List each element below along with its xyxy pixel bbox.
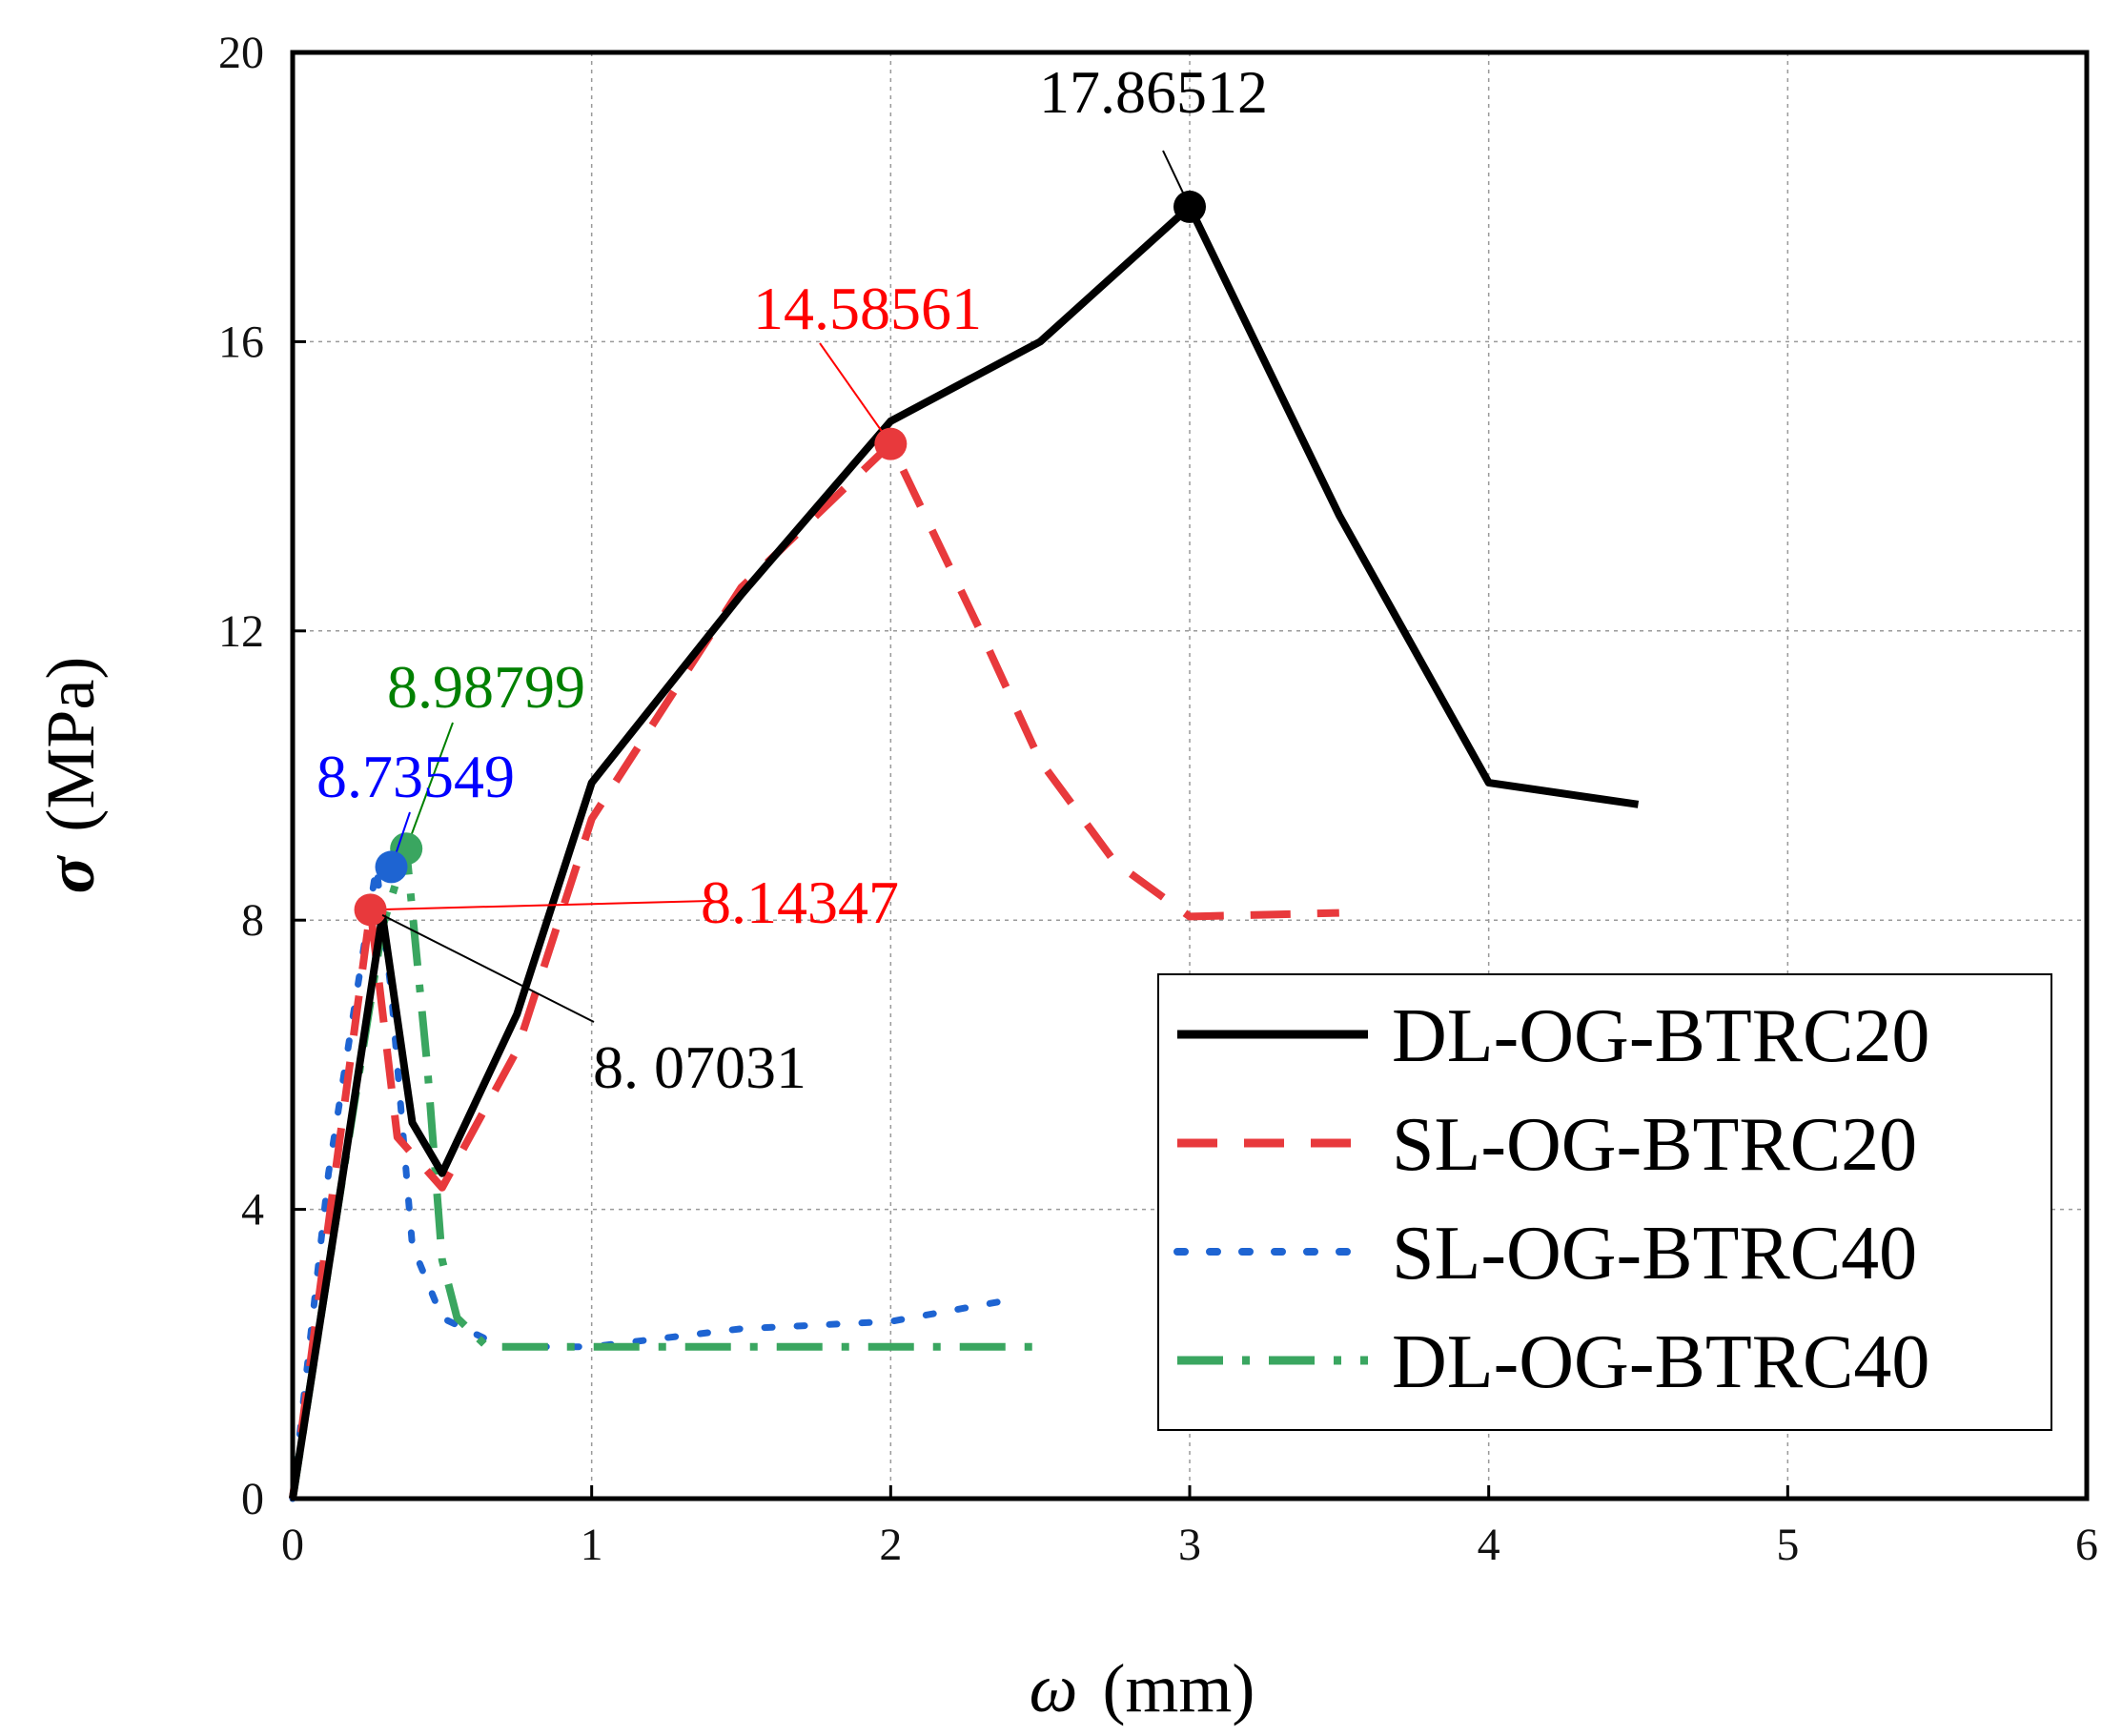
x-tick-label: 0 — [281, 1520, 304, 1570]
y-tick-label: 16 — [218, 317, 264, 367]
peak-marker — [375, 850, 408, 884]
annotation-leader — [819, 342, 892, 445]
x-tick-label: 3 — [1178, 1520, 1201, 1570]
x-axis-unit: (mm) — [1102, 1650, 1255, 1726]
x-axis-symbol: ω — [1030, 1650, 1078, 1726]
annotation-layer: 17.86512 14.58561 8.98799 8.73549 8.14347 8. … — [316, 58, 1268, 1101]
annotation-label: 17.86512 — [1039, 58, 1268, 126]
peak-marker — [874, 427, 908, 460]
annotation-label: 14.58561 — [753, 275, 982, 342]
legend: DL-OG-BTRC20 SL-OG-BTRC20 SL-OG-BTRC40 DL-O… — [1157, 973, 2052, 1431]
legend-label: DL-OG-BTRC40 — [1392, 1320, 1929, 1404]
y-tick-label: 0 — [241, 1474, 264, 1524]
annotation-label: 8. 07031 — [593, 1033, 806, 1101]
x-tick-label: 4 — [1478, 1520, 1500, 1570]
annotation-leader — [370, 900, 711, 911]
legend-label: SL-OG-BTRC40 — [1392, 1212, 1917, 1296]
x-tick-label: 6 — [2075, 1520, 2098, 1570]
svg-text:ω(mm): ω (mm) — [1030, 1650, 1255, 1726]
legend-label: DL-OG-BTRC20 — [1392, 994, 1929, 1078]
series-line-sl-og-btrc40 — [289, 863, 1014, 1502]
annotation-leader — [381, 913, 595, 1023]
x-tick-label: 1 — [581, 1520, 603, 1570]
y-axis-symbol: σ — [32, 854, 109, 893]
annotation-label: 8.73549 — [316, 743, 515, 810]
annotation-label: 8.14347 — [701, 868, 899, 936]
peak-marker — [354, 893, 387, 927]
y-axis-title: σ (MPa) — [32, 657, 109, 894]
series-line-dl-og-btrc40 — [289, 845, 1041, 1500]
legend-box — [1157, 973, 2052, 1431]
svg-text:σ(MPa): σ (MPa) — [32, 657, 109, 894]
series-line-dl-og-btrc20 — [289, 202, 1640, 1500]
y-tick-label: 20 — [218, 28, 264, 78]
annotation-leader — [405, 722, 454, 849]
x-axis-title: ω (mm) — [1030, 1650, 1255, 1726]
y-tick-label: 4 — [241, 1185, 264, 1236]
peak-marker — [1173, 190, 1206, 223]
annotation-label: 8.98799 — [387, 653, 585, 721]
series-layer — [289, 202, 1640, 1502]
y-tick-label: 12 — [218, 606, 264, 657]
x-tick-label: 5 — [1776, 1520, 1799, 1570]
y-axis-unit: (MPa) — [32, 657, 109, 832]
x-tick-label: 2 — [879, 1520, 902, 1570]
y-tick-label: 8 — [241, 895, 264, 946]
legend-label: SL-OG-BTRC20 — [1392, 1103, 1917, 1187]
